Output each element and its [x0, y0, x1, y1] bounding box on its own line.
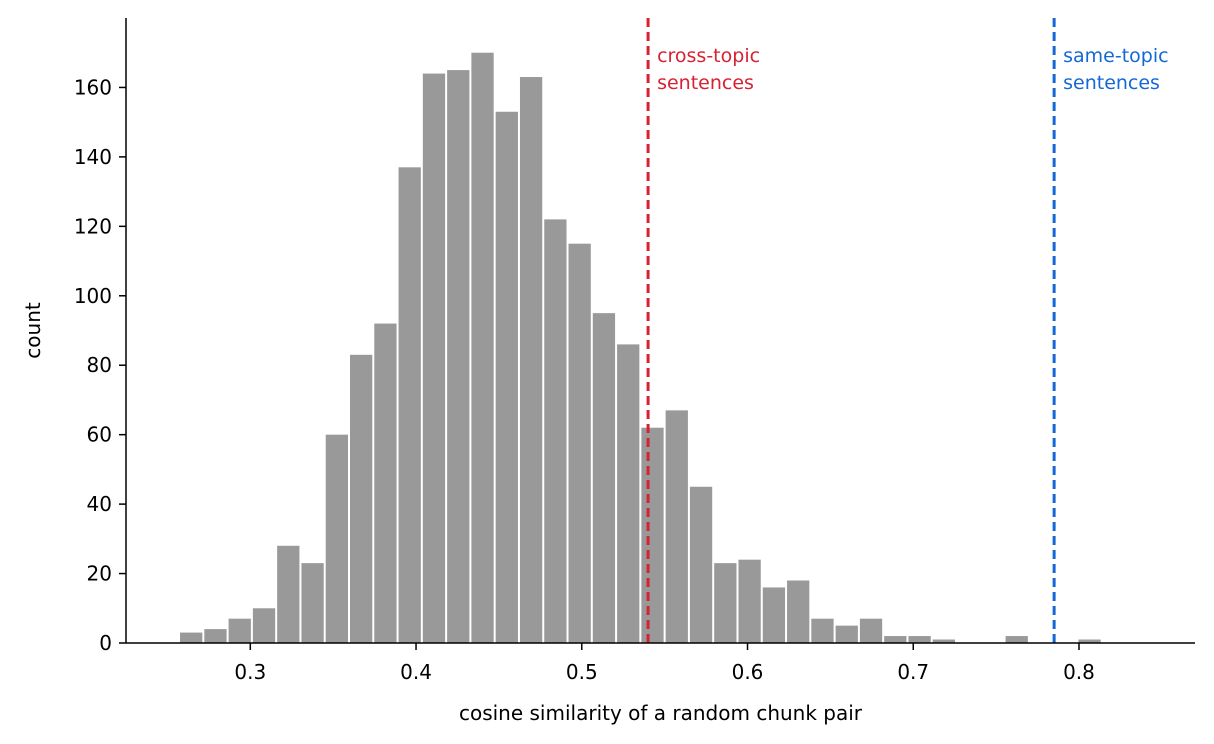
x-tick-label: 0.3: [234, 660, 266, 684]
histogram-bar: [325, 434, 348, 643]
y-tick-label: 160: [74, 75, 112, 99]
histogram-bar: [665, 410, 688, 643]
cross-topic-label-line2: sentences: [657, 72, 754, 94]
histogram-bar: [180, 632, 203, 643]
histogram-bar: [714, 563, 737, 643]
y-tick-label: 20: [87, 562, 112, 586]
x-axis-ticks: 0.3 0.4 0.5 0.6 0.7 0.8: [234, 643, 1095, 684]
histogram-bar: [738, 559, 761, 643]
reference-lines: cross-topic sentences same-topic sentenc…: [646, 18, 1169, 643]
histogram-bar: [471, 52, 494, 644]
y-tick-label: 120: [74, 214, 112, 238]
y-tick-label: 40: [87, 492, 112, 516]
histogram-bar: [495, 111, 518, 643]
histogram-bar: [350, 354, 373, 643]
histogram-bars: [180, 52, 1101, 644]
histogram-bar: [835, 625, 858, 643]
y-tick-label: 140: [74, 145, 112, 169]
histogram-bar: [204, 629, 227, 643]
x-tick-label: 0.4: [400, 660, 432, 684]
histogram-bar: [787, 580, 810, 643]
y-tick-label: 80: [87, 353, 112, 377]
y-tick-label: 60: [87, 423, 112, 447]
histogram-bar: [908, 636, 931, 643]
x-tick-label: 0.8: [1063, 660, 1095, 684]
x-tick-label: 0.5: [566, 660, 598, 684]
y-axis-ticks: 0 20 40 60 80 100 120 140 160: [74, 75, 126, 655]
histogram-bar: [592, 313, 616, 643]
x-tick-label: 0.6: [732, 660, 764, 684]
x-axis-label: cosine similarity of a random chunk pair: [459, 701, 863, 725]
histogram-bar: [374, 323, 397, 643]
histogram-bar: [762, 587, 786, 643]
x-tick-label: 0.7: [897, 660, 929, 684]
histogram-bar: [277, 545, 300, 643]
histogram-bar: [1005, 636, 1028, 643]
histogram-bar: [447, 70, 470, 643]
same-topic-label-line1: same-topic: [1063, 45, 1168, 67]
histogram-bar: [252, 608, 276, 643]
histogram-bar: [932, 639, 956, 643]
histogram-bar: [228, 618, 251, 643]
histogram-bar: [568, 243, 591, 643]
histogram-bar: [811, 618, 834, 643]
same-topic-label-line2: sentences: [1063, 72, 1160, 94]
y-tick-label: 100: [74, 284, 112, 308]
histogram-bar: [422, 73, 446, 643]
histogram-bar: [689, 486, 713, 643]
histogram-bar: [519, 77, 543, 643]
histogram-bar: [884, 636, 907, 643]
histogram-bar: [617, 344, 640, 643]
histogram-bar: [301, 563, 324, 643]
y-tick-label: 0: [99, 631, 112, 655]
cross-topic-label-line1: cross-topic: [657, 45, 760, 67]
histogram-bar: [544, 219, 567, 643]
histogram-bar: [859, 618, 883, 643]
y-axis-label: count: [21, 302, 45, 359]
histogram-bar: [398, 167, 421, 643]
histogram-bar: [641, 427, 664, 643]
histogram-bar: [1078, 639, 1101, 643]
